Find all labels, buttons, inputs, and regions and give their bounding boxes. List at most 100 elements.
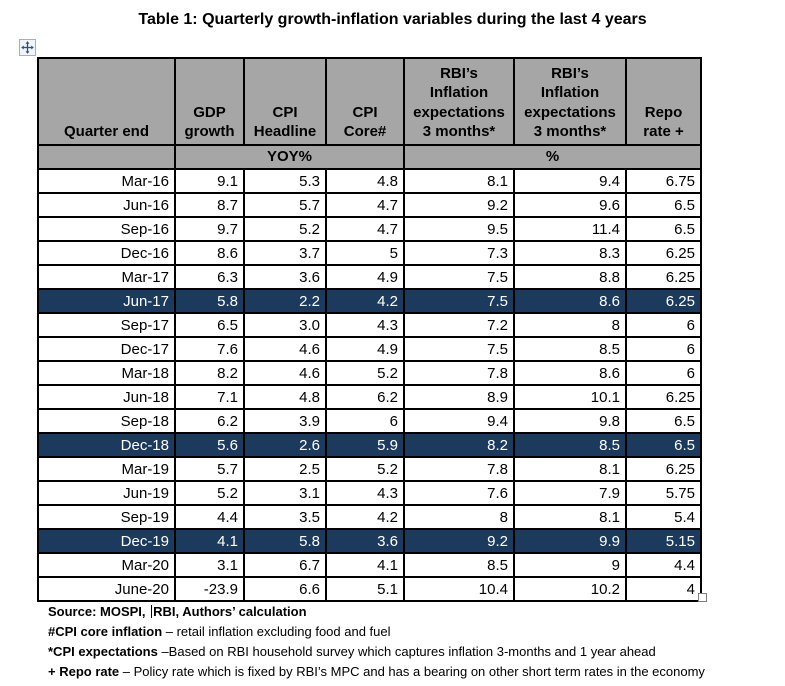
footnote-cpi-expectations: *CPI expectations –Based on RBI househol… (48, 642, 772, 662)
value-cell: 4.1 (325, 552, 405, 578)
quarter-cell: Jun-19 (37, 480, 176, 506)
value-cell: 6.25 (625, 264, 702, 290)
quarter-cell: Jun-18 (37, 384, 176, 410)
value-cell: 3.9 (243, 408, 327, 434)
table-row: June-20 -23.9 6.6 5.1 10.4 10.2 4 (37, 576, 702, 602)
footnote-cpi-core: #CPI core inflation – retail inflation e… (48, 622, 772, 642)
value-cell: 6.2 (325, 384, 405, 410)
quarter-cell: Mar-16 (37, 168, 176, 194)
units-empty-cell (37, 144, 176, 170)
table-row: Mar-16 9.1 5.3 4.8 8.1 9.4 6.75 (37, 168, 702, 194)
value-cell: -23.9 (174, 576, 245, 602)
value-cell: 8.5 (403, 552, 515, 578)
value-cell: 4.9 (325, 264, 405, 290)
value-cell: 5.8 (243, 528, 327, 554)
value-cell: 8.5 (513, 432, 627, 458)
value-cell: 5.7 (243, 192, 327, 218)
units-row: YOY% % (37, 144, 702, 170)
footnote-cpi-expectations-text: –Based on RBI household survey which cap… (157, 644, 656, 659)
value-cell: 4.4 (174, 504, 245, 530)
value-cell: 4.8 (325, 168, 405, 194)
value-cell: 6.5 (625, 192, 702, 218)
value-cell: 7.8 (403, 360, 515, 386)
value-cell: 5.9 (325, 432, 405, 458)
footnote-cpi-core-term: #CPI core inflation (48, 624, 163, 639)
value-cell: 9.2 (403, 528, 515, 554)
table-row: Dec-17 7.6 4.6 4.9 7.5 8.5 6 (37, 336, 702, 362)
footnote-source-prefix: Source: MOSPI, (48, 604, 150, 619)
value-cell: 5.4 (625, 504, 702, 530)
value-cell: 6.7 (243, 552, 327, 578)
value-cell: 10.4 (403, 576, 515, 602)
value-cell: 4.7 (325, 192, 405, 218)
value-cell: 9.2 (403, 192, 515, 218)
value-cell: 5.2 (174, 480, 245, 506)
header-row: Quarter end GDP growth CPI Headline CPI … (37, 57, 702, 146)
value-cell: 3.7 (243, 240, 327, 266)
quarter-cell: June-20 (37, 576, 176, 602)
value-cell: 7.5 (403, 264, 515, 290)
value-cell: 5.2 (325, 360, 405, 386)
col-header-cpi-headline: CPI Headline (243, 57, 327, 146)
value-cell: 4.1 (174, 528, 245, 554)
value-cell: 5.2 (243, 216, 327, 242)
table-row: Sep-19 4.4 3.5 4.2 8 8.1 5.4 (37, 504, 702, 530)
value-cell: 2.2 (243, 288, 327, 314)
value-cell: 8.3 (513, 240, 627, 266)
value-cell: 5.1 (325, 576, 405, 602)
col-header-repo-rate: Repo rate + (625, 57, 702, 146)
value-cell: 3.5 (243, 504, 327, 530)
table-row: Jun-16 8.7 5.7 4.7 9.2 9.6 6.5 (37, 192, 702, 218)
footnote-source: Source: MOSPI, RBI, Authors’ calculation (48, 602, 772, 622)
text-cursor-caret (151, 605, 153, 618)
value-cell: 5.2 (325, 456, 405, 482)
quarter-cell: Mar-17 (37, 264, 176, 290)
value-cell: 7.1 (174, 384, 245, 410)
table-row: Sep-17 6.5 3.0 4.3 7.2 8 6 (37, 312, 702, 338)
table-title: Table 1: Quarterly growth-inflation vari… (138, 11, 647, 28)
value-cell: 6.6 (243, 576, 327, 602)
value-cell: 6.3 (174, 264, 245, 290)
value-cell: 5.8 (174, 288, 245, 314)
value-cell: 2.6 (243, 432, 327, 458)
table-row: Dec-19 4.1 5.8 3.6 9.2 9.9 5.15 (37, 528, 702, 554)
table-row: Sep-18 6.2 3.9 6 9.4 9.8 6.5 (37, 408, 702, 434)
quarter-cell: Jun-16 (37, 192, 176, 218)
value-cell: 8.2 (174, 360, 245, 386)
value-cell: 7.9 (513, 480, 627, 506)
value-cell: 8.2 (403, 432, 515, 458)
value-cell: 6 (625, 336, 702, 362)
footnote-repo-rate-text: – Policy rate which is fixed by RBI’s MP… (119, 664, 705, 679)
value-cell: 5.3 (243, 168, 327, 194)
quarter-cell: Sep-17 (37, 312, 176, 338)
value-cell: 9.8 (513, 408, 627, 434)
footnote-repo-rate-term: + Repo rate (48, 664, 120, 679)
value-cell: 11.4 (513, 216, 627, 242)
table-row: Mar-20 3.1 6.7 4.1 8.5 9 4.4 (37, 552, 702, 578)
value-cell: 9.6 (513, 192, 627, 218)
value-cell: 6 (625, 312, 702, 338)
value-cell: 7.3 (403, 240, 515, 266)
quarter-cell: Dec-19 (37, 528, 176, 554)
value-cell: 6.25 (625, 456, 702, 482)
quarter-cell: Sep-18 (37, 408, 176, 434)
table-row: Jun-19 5.2 3.1 4.3 7.6 7.9 5.75 (37, 480, 702, 506)
value-cell: 7.2 (403, 312, 515, 338)
table-row: Mar-17 6.3 3.6 4.9 7.5 8.8 6.25 (37, 264, 702, 290)
col-header-cpi-core: CPI Core# (325, 57, 405, 146)
footnote-repo-rate: + Repo rate – Policy rate which is fixed… (48, 662, 772, 682)
value-cell: 5.6 (174, 432, 245, 458)
table-resize-handle[interactable] (698, 593, 707, 602)
value-cell: 8 (513, 312, 627, 338)
value-cell: 4 (625, 576, 702, 602)
value-cell: 4.3 (325, 480, 405, 506)
value-cell: 4.4 (625, 552, 702, 578)
quarter-cell: Sep-19 (37, 504, 176, 530)
footnote-source-suffix: RBI, Authors’ calculation (153, 604, 307, 619)
value-cell: 5.15 (625, 528, 702, 554)
value-cell: 6.5 (625, 408, 702, 434)
value-cell: 6.2 (174, 408, 245, 434)
table-move-handle-icon[interactable] (19, 39, 36, 56)
value-cell: 4.9 (325, 336, 405, 362)
value-cell: 6.5 (625, 432, 702, 458)
